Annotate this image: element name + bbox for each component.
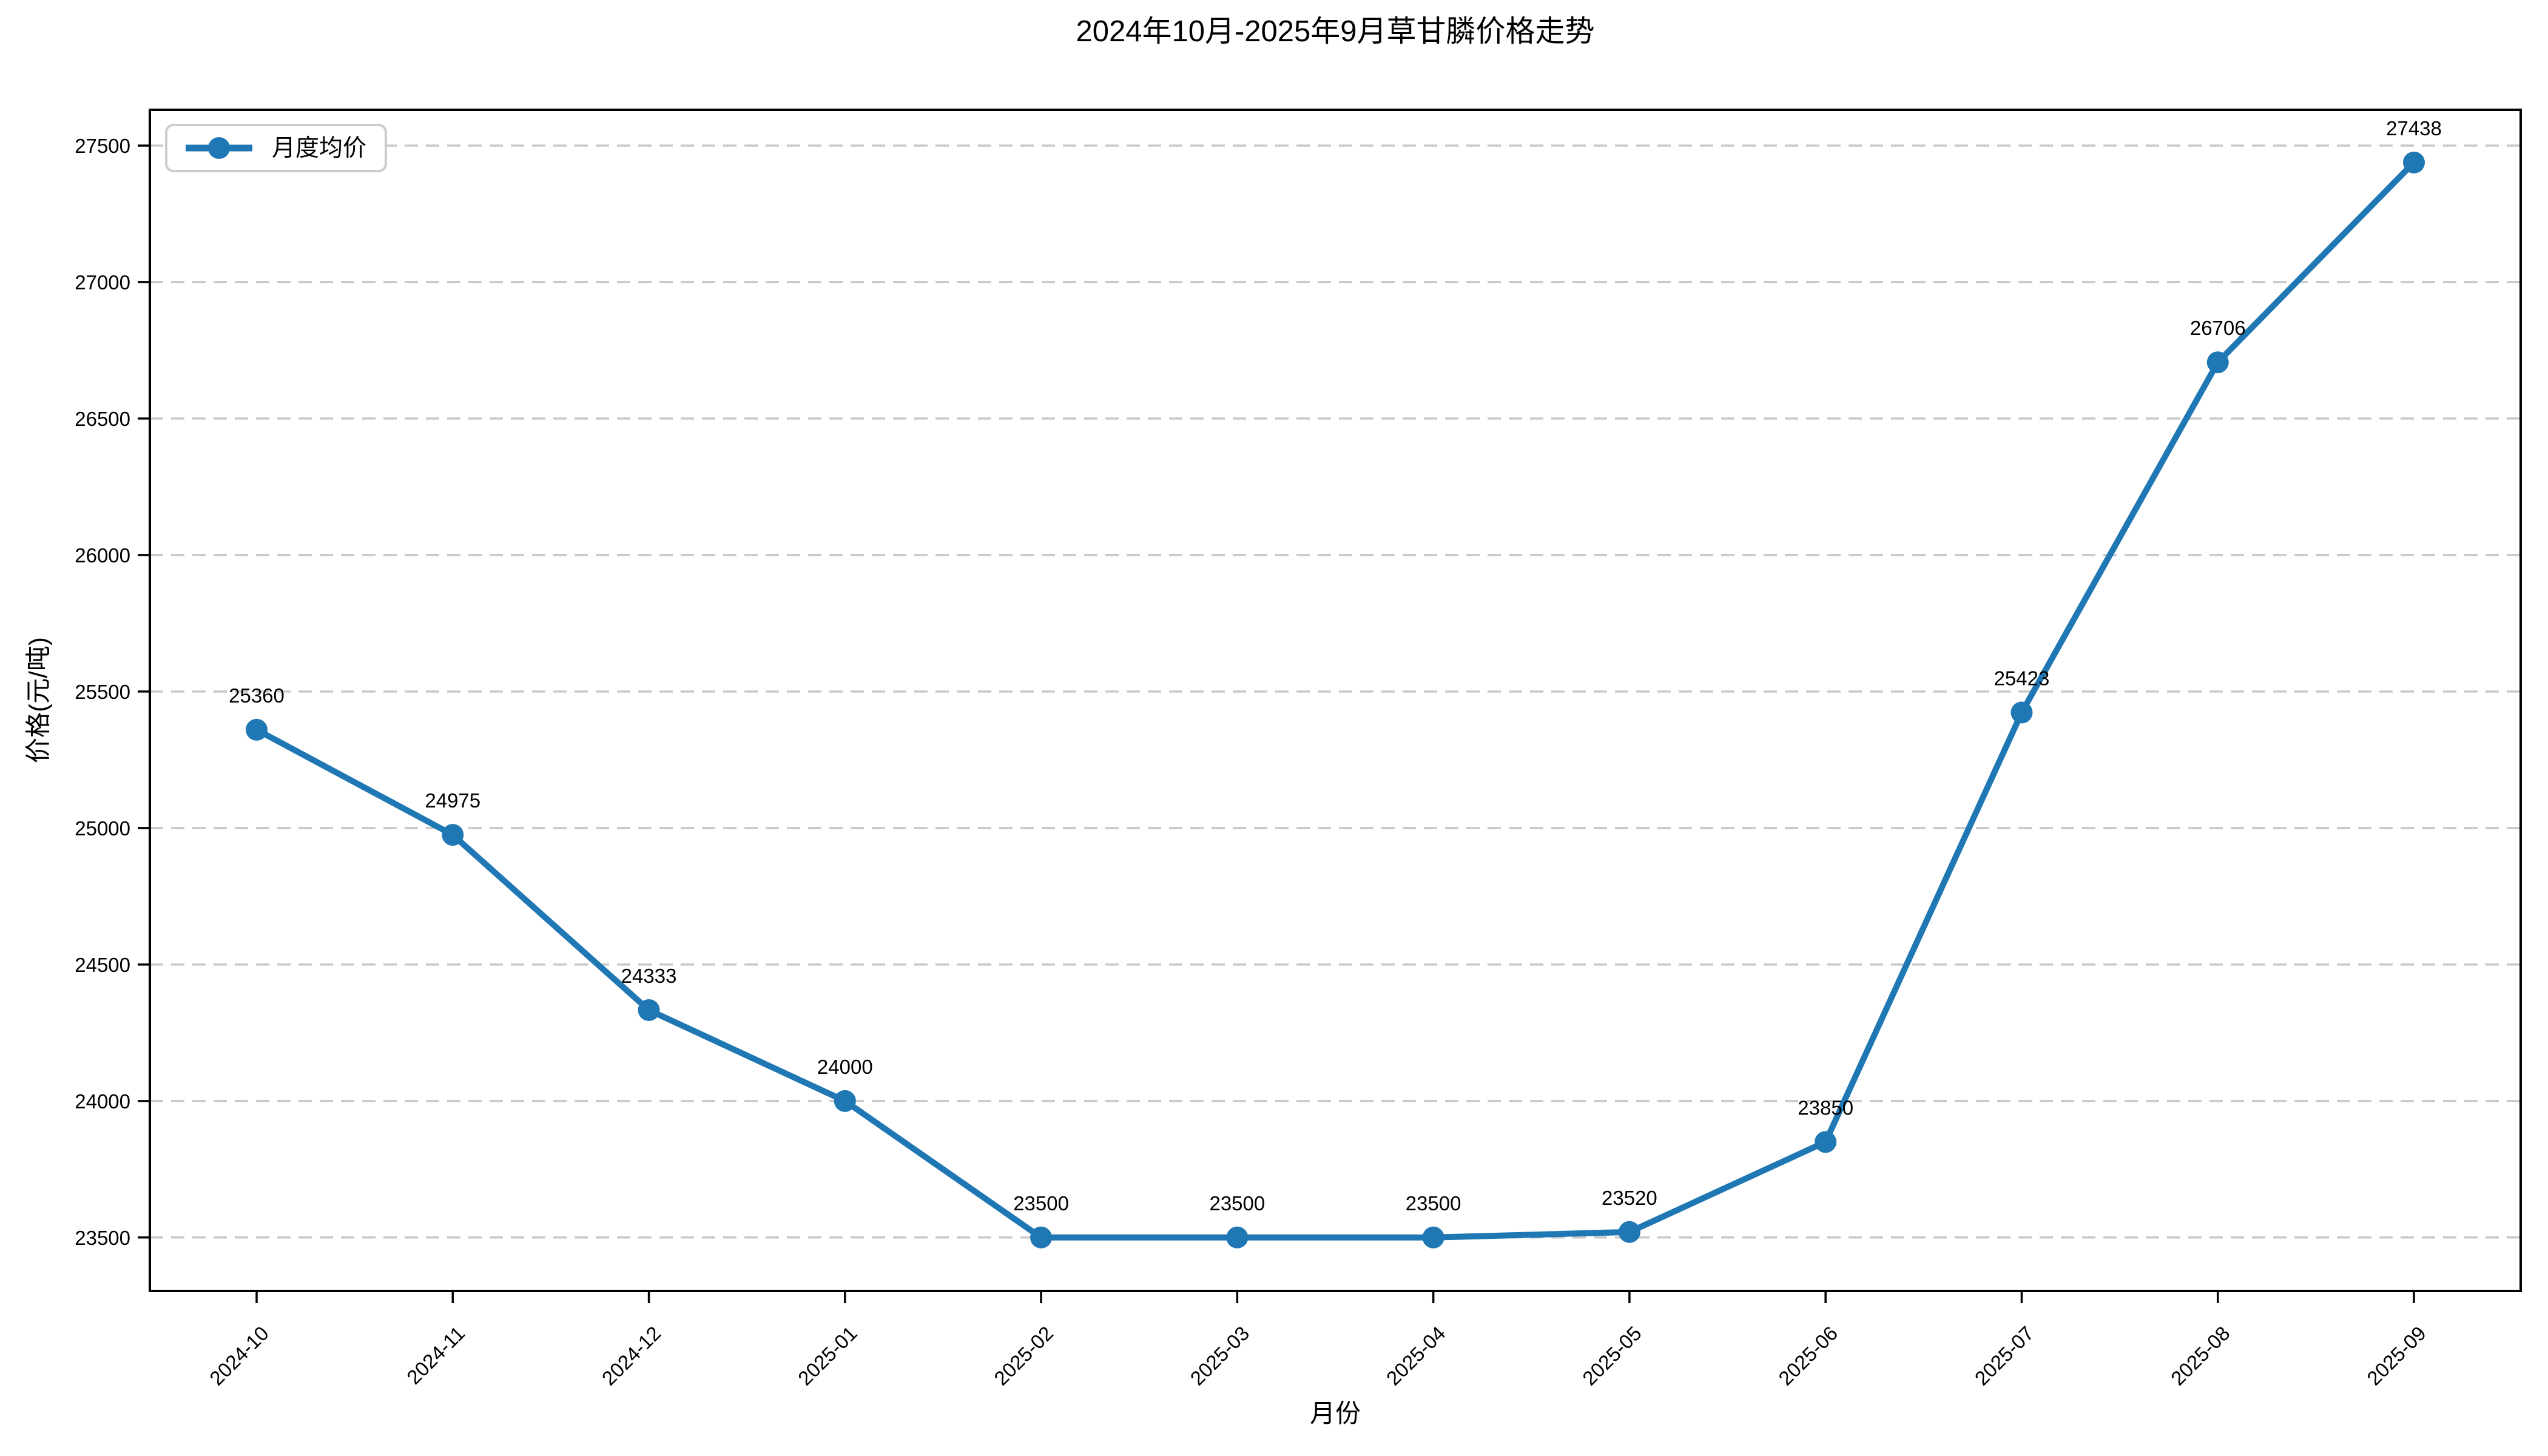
y-tick-label: 25500 <box>75 681 130 703</box>
legend-line-marker-icon <box>182 135 256 161</box>
data-point-label: 23850 <box>1798 1096 1853 1119</box>
x-tick-label: 2024-11 <box>402 1322 469 1389</box>
x-tick-label: 2025-05 <box>1578 1322 1646 1390</box>
x-tick-label: 2025-09 <box>2362 1322 2430 1390</box>
series-line <box>254 159 2417 1241</box>
y-tick-label: 25000 <box>75 817 130 840</box>
data-point-label: 24975 <box>425 789 480 812</box>
x-axis-label: 月份 <box>1309 1399 1361 1427</box>
x-tick-label: 2025-06 <box>1774 1322 1842 1390</box>
y-tick-label: 27000 <box>75 271 130 294</box>
y-axis-label: 价格(元/吨) <box>24 637 53 763</box>
data-point-marker <box>1422 1226 1444 1249</box>
legend-label: 月度均价 <box>272 135 367 161</box>
y-tick-label: 24000 <box>75 1090 130 1113</box>
data-point-marker <box>1226 1226 1249 1249</box>
x-tick-label: 2025-08 <box>2166 1322 2234 1390</box>
data-point-label: 26706 <box>2190 317 2246 339</box>
chart-title: 2024年10月-2025年9月草甘膦价格走势 <box>1076 15 1595 48</box>
axis-spines <box>149 109 2522 1292</box>
data-point-marker <box>1618 1221 1640 1243</box>
data-point-marker <box>2010 701 2033 724</box>
x-tick-label: 2025-07 <box>1970 1322 2038 1390</box>
y-tick-label: 27500 <box>75 135 130 157</box>
data-point-marker <box>1815 1131 1837 1153</box>
x-tick-label: 2025-04 <box>1382 1322 1450 1390</box>
data-point-label: 27438 <box>2386 117 2442 140</box>
data-point-label: 23500 <box>1209 1192 1265 1215</box>
x-tick-label: 2024-12 <box>598 1322 666 1390</box>
data-point-marker <box>246 718 268 741</box>
data-point-marker <box>638 999 660 1021</box>
data-point-marker <box>2206 351 2229 374</box>
data-point-label: 23500 <box>1406 1192 1461 1215</box>
x-tick-label: 2025-02 <box>989 1322 1057 1390</box>
y-tick-label: 26000 <box>75 544 130 567</box>
data-point-label: 23520 <box>1602 1187 1657 1209</box>
legend: 月度均价 <box>165 124 388 172</box>
data-point-label: 25360 <box>229 684 285 707</box>
data-point-marker <box>834 1090 856 1112</box>
x-tick-label: 2024-10 <box>205 1322 273 1390</box>
data-point-marker <box>1030 1226 1053 1249</box>
data-point-label: 25423 <box>1994 667 2050 690</box>
y-tick-label: 26500 <box>75 408 130 430</box>
x-tick-label: 2025-03 <box>1186 1322 1254 1390</box>
data-point-label: 24333 <box>621 965 677 987</box>
y-tick-label: 23500 <box>75 1227 130 1249</box>
data-point-marker <box>442 824 464 846</box>
data-point-label: 24000 <box>817 1056 873 1078</box>
data-point-label: 23500 <box>1013 1192 1069 1215</box>
y-tick-label: 24500 <box>75 954 130 976</box>
x-tick-label: 2025-01 <box>794 1322 861 1390</box>
data-point-marker <box>2403 151 2425 174</box>
